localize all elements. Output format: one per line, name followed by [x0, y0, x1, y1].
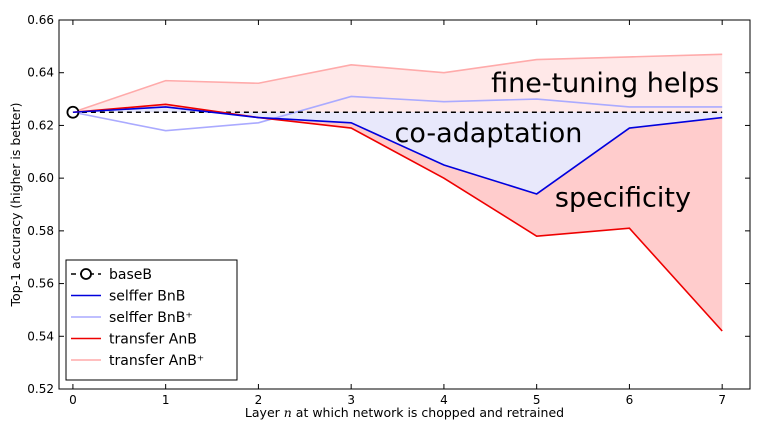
region-annotation: co-adaptation — [395, 118, 583, 149]
region-annotation: specificity — [555, 183, 691, 214]
region-annotation: fine-tuning helps — [491, 68, 719, 99]
shaded-region — [72, 104, 723, 332]
y-axis-ticks: 0.52 0.54 0.56 0.58 0.60 0.62 0.64 0.66 — [27, 13, 750, 396]
x-axis-label: Layer n at which network is chopped and … — [245, 405, 564, 420]
x-axis-ticks: 0 1 2 3 4 5 6 7 — [69, 20, 726, 407]
x-tick-label: 0 — [69, 393, 77, 407]
y-axis-label: Top-1 accuracy (higher is better) — [8, 103, 23, 308]
x-tick-label: 6 — [626, 393, 634, 407]
y-tick-label: 0.60 — [27, 171, 54, 185]
legend-label: selffer BnB — [109, 289, 185, 305]
x-tick-label: 2 — [255, 393, 263, 407]
legend-label: selffer BnB⁺ — [109, 310, 193, 326]
shaded-region — [72, 106, 723, 194]
series-lines — [66, 53, 723, 332]
series-line — [72, 95, 723, 132]
legend-label: baseB — [109, 267, 152, 283]
y-tick-label: 0.54 — [27, 329, 54, 343]
series-line — [72, 103, 723, 332]
y-tick-label: 0.52 — [27, 382, 54, 396]
x-tick-label: 1 — [162, 393, 170, 407]
shaded-regions — [72, 54, 723, 332]
x-tick-label: 7 — [718, 393, 726, 407]
y-tick-label: 0.56 — [27, 277, 54, 291]
legend: baseB selffer BnB selffer BnB⁺ transfer AnB… — [65, 259, 238, 381]
series-line — [72, 53, 723, 114]
legend-label: transfer AnB — [109, 332, 197, 348]
x-tick-label: 5 — [533, 393, 541, 407]
legend-marker — [80, 268, 92, 280]
shaded-region — [72, 54, 723, 113]
region-annotations: fine-tuning helps co-adaptation specificit… — [395, 68, 720, 214]
x-tick-label: 3 — [347, 393, 355, 407]
series-line — [72, 106, 723, 195]
y-tick-label: 0.62 — [27, 118, 54, 132]
y-tick-label: 0.64 — [27, 66, 54, 80]
plot-frame — [58, 19, 751, 390]
y-tick-label: 0.58 — [27, 224, 54, 238]
y-tick-label: 0.66 — [27, 13, 54, 27]
legend-label: transfer AnB⁺ — [109, 353, 204, 369]
x-tick-label: 4 — [440, 393, 448, 407]
